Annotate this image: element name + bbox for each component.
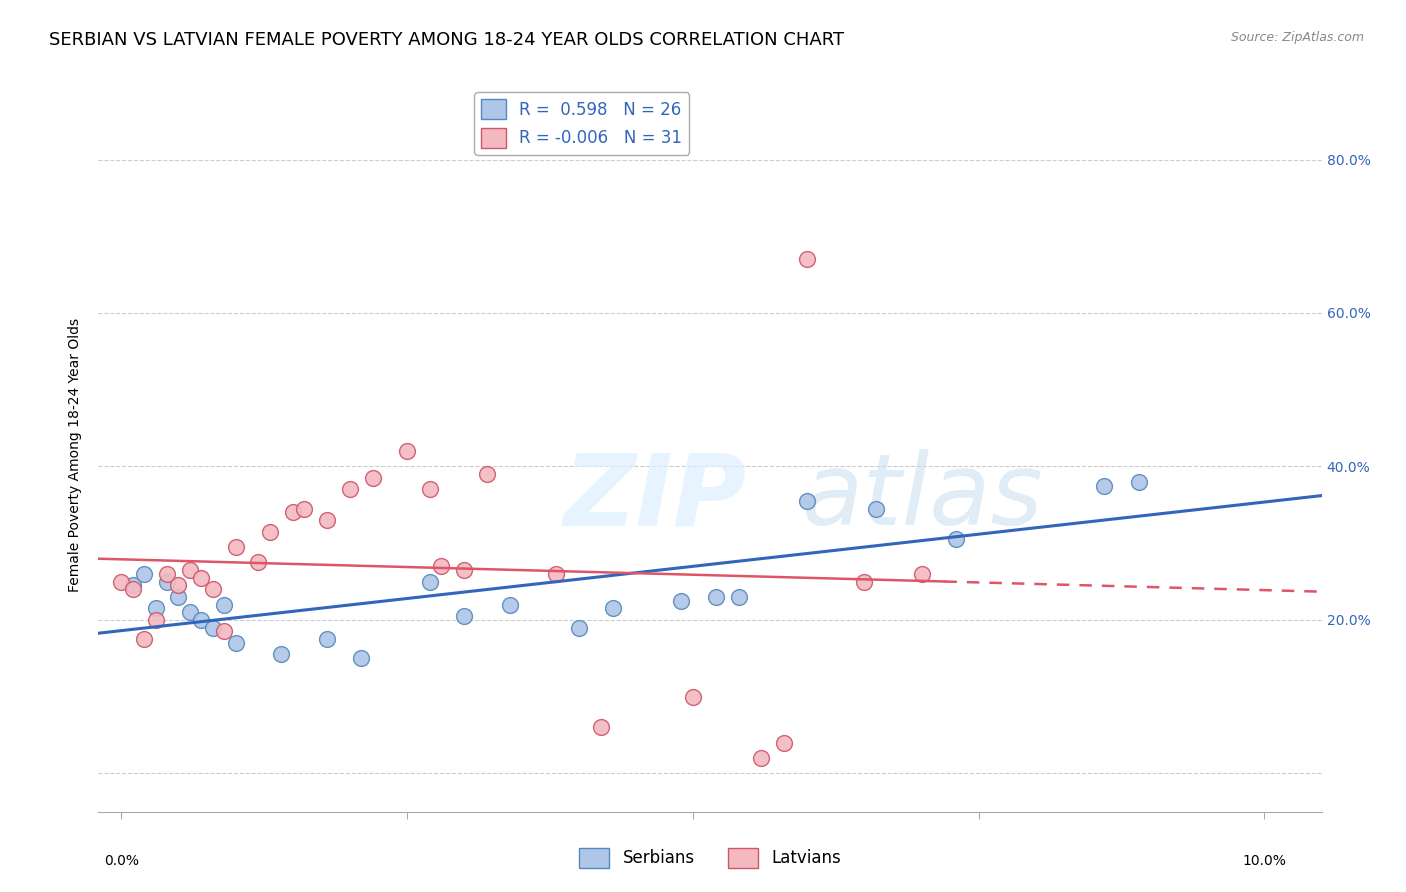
Point [430,559,453,574]
Point [212,598,235,612]
Point [339,483,361,497]
Point [499,598,522,612]
Point [544,566,567,581]
Point [350,651,373,665]
Point [475,467,498,482]
Point [1094,478,1116,492]
Point [259,524,281,539]
Point [1128,475,1150,489]
Point [156,574,179,589]
Point [910,566,932,581]
Point [110,574,132,589]
Point [121,582,143,597]
Point [270,648,292,662]
Point [201,582,224,597]
Text: 10.0%: 10.0% [1243,854,1286,868]
Point [419,574,441,589]
Point [396,444,419,458]
Point [453,563,475,577]
Point [212,624,235,639]
Point [121,578,143,592]
Point [281,506,304,520]
Point [145,601,167,615]
Point [865,501,887,516]
Point [773,736,796,750]
Point [134,566,156,581]
Y-axis label: Female Poverty Among 18-24 Year Olds: Female Poverty Among 18-24 Year Olds [69,318,83,592]
Point [567,621,589,635]
Point [796,494,818,508]
Point [316,513,339,527]
Point [225,636,247,650]
Legend: Serbians, Latvians: Serbians, Latvians [572,841,848,875]
Point [453,609,475,624]
Point [292,501,315,516]
Text: Source: ZipAtlas.com: Source: ZipAtlas.com [1230,31,1364,45]
Point [682,690,704,704]
Point [704,590,727,604]
Point [796,252,818,267]
Text: 0.0%: 0.0% [104,854,139,868]
Point [190,613,212,627]
Point [190,571,212,585]
Point [134,632,156,646]
Point [316,632,339,646]
Point [247,555,270,569]
Point [591,720,613,734]
Text: ZIP: ZIP [564,450,747,546]
Point [201,621,224,635]
Point [602,601,624,615]
Point [727,590,749,604]
Point [945,533,967,547]
Text: atlas: atlas [801,450,1043,546]
Point [225,540,247,554]
Point [179,605,201,619]
Point [853,574,876,589]
Point [671,593,693,607]
Point [167,590,190,604]
Point [156,566,179,581]
Point [167,578,190,592]
Point [751,751,773,765]
Point [419,483,441,497]
Point [145,613,167,627]
Text: SERBIAN VS LATVIAN FEMALE POVERTY AMONG 18-24 YEAR OLDS CORRELATION CHART: SERBIAN VS LATVIAN FEMALE POVERTY AMONG … [49,31,845,49]
Point [361,471,384,485]
Point [179,563,201,577]
